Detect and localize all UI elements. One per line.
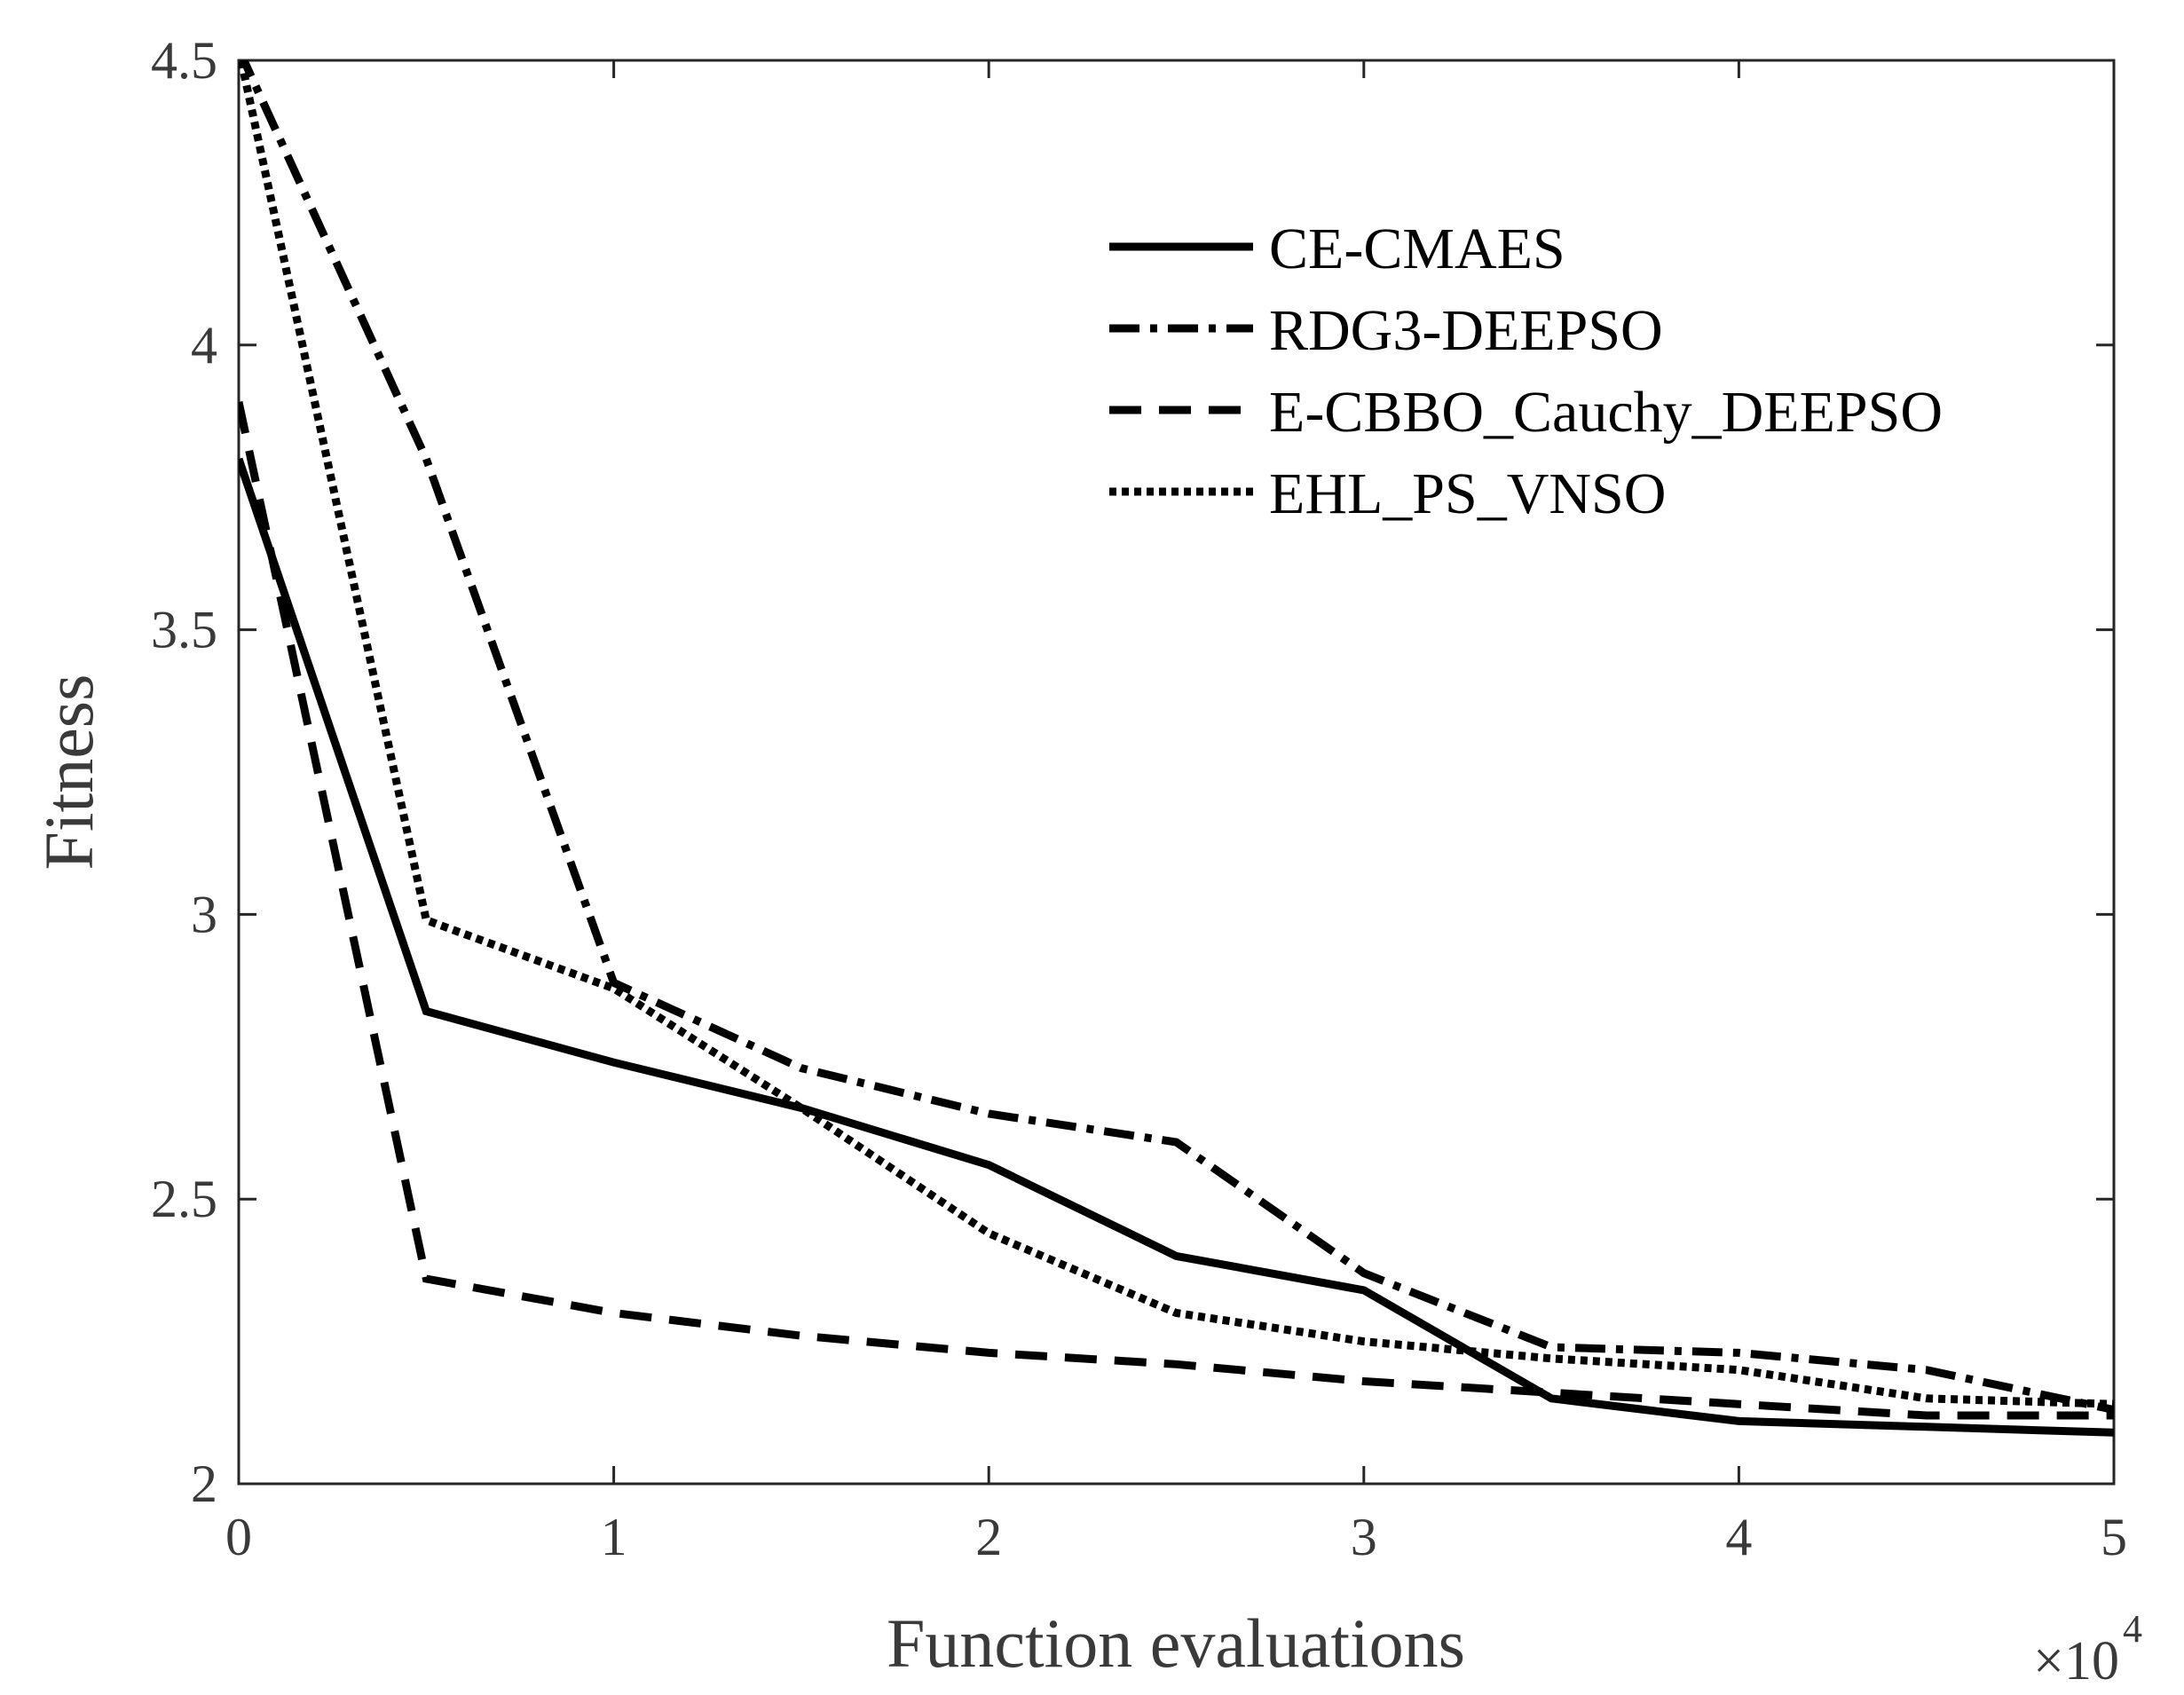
series-rdg3-deepso: [239, 60, 2114, 1415]
x-axis-exponent: ×10: [2033, 1631, 2119, 1691]
series-ce-cmaes: [239, 457, 2114, 1437]
y-tick-label: 4: [191, 316, 217, 374]
legend-label: RDG3-DEEPSO: [1269, 298, 1663, 363]
legend-item: RDG3-DEEPSO: [1109, 298, 1663, 363]
y-tick-label: 4.5: [151, 31, 217, 90]
plot-area-frame: [237, 59, 2116, 1486]
series-ehl-ps-vnso: [239, 60, 2114, 1408]
legend-label: CE-CMAES: [1269, 217, 1565, 281]
x-axis-exponent-power: 4: [2123, 1607, 2142, 1651]
series-e-cbbo-cauchy-deepso: [239, 401, 2114, 1420]
y-axis-label: Fitness: [30, 674, 107, 870]
x-axis-label: Function evaluations: [887, 1604, 1465, 1682]
x-tick-label: 5: [2101, 1508, 2127, 1566]
x-tick-label: 0: [225, 1508, 252, 1566]
y-tick-label: 3.5: [151, 601, 217, 659]
y-tick-label: 3: [191, 885, 217, 943]
x-tick-label: 3: [1351, 1508, 1377, 1566]
series-line: [239, 60, 2114, 1415]
legend-label: EHL_PS_VNSO: [1269, 461, 1666, 526]
legend-item: E-CBBO_Cauchy_DEEPSO: [1109, 380, 1943, 445]
series-line: [239, 60, 2114, 1408]
y-tick-label: 2.5: [151, 1170, 217, 1228]
legend-label: E-CBBO_Cauchy_DEEPSO: [1269, 380, 1943, 445]
legend: CE-CMAES RDG3-DEEPSO E-CBBO_Cauchy_DEEPSO E…: [1109, 217, 1943, 526]
series-lines: [239, 60, 2114, 1437]
legend-item: CE-CMAES: [1109, 217, 1565, 281]
legend-item: EHL_PS_VNSO: [1109, 461, 1666, 526]
series-line: [239, 457, 2114, 1437]
x-tick-label: 2: [975, 1508, 1002, 1566]
x-axis-exponent-base: ×10: [2033, 1631, 2119, 1691]
x-tick-label: 4: [1725, 1508, 1752, 1566]
series-line: [239, 401, 2114, 1420]
x-tick-label: 1: [601, 1508, 627, 1566]
axis-ticks: 0 1 2 3 4 5 2 2.5 3 3.5 4 4.5: [151, 31, 2127, 1566]
y-tick-label: 2: [191, 1455, 217, 1513]
